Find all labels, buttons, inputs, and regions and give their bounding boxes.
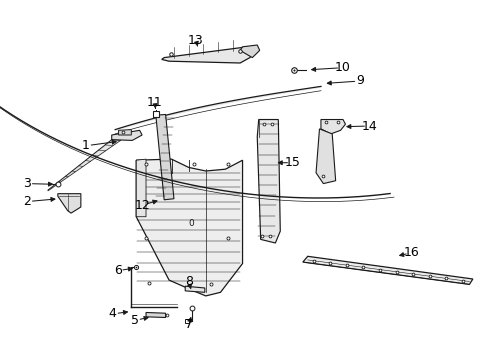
Polygon shape	[303, 256, 473, 284]
Text: 13: 13	[188, 34, 204, 47]
Polygon shape	[156, 114, 174, 200]
Polygon shape	[146, 312, 166, 318]
Text: 7: 7	[185, 318, 193, 331]
Polygon shape	[185, 286, 205, 292]
Text: 0: 0	[188, 219, 194, 228]
Polygon shape	[119, 130, 131, 135]
Polygon shape	[257, 120, 280, 243]
Text: 16: 16	[404, 246, 419, 259]
Polygon shape	[136, 159, 146, 217]
Text: 10: 10	[335, 61, 351, 74]
Text: 8: 8	[185, 275, 193, 288]
Polygon shape	[112, 130, 142, 140]
Text: 2: 2	[23, 195, 31, 208]
Text: 5: 5	[131, 314, 139, 327]
Text: 6: 6	[114, 264, 122, 277]
Polygon shape	[321, 120, 345, 134]
Text: 4: 4	[109, 307, 117, 320]
Text: 9: 9	[356, 75, 364, 87]
Polygon shape	[240, 45, 260, 58]
Polygon shape	[136, 159, 243, 296]
Polygon shape	[58, 194, 81, 213]
Text: 14: 14	[362, 120, 378, 132]
Text: 15: 15	[285, 156, 301, 169]
Text: 3: 3	[23, 177, 31, 190]
Text: 11: 11	[147, 96, 163, 109]
Text: 1: 1	[82, 139, 90, 152]
Text: 12: 12	[134, 199, 150, 212]
Polygon shape	[316, 129, 336, 184]
Polygon shape	[162, 47, 255, 63]
